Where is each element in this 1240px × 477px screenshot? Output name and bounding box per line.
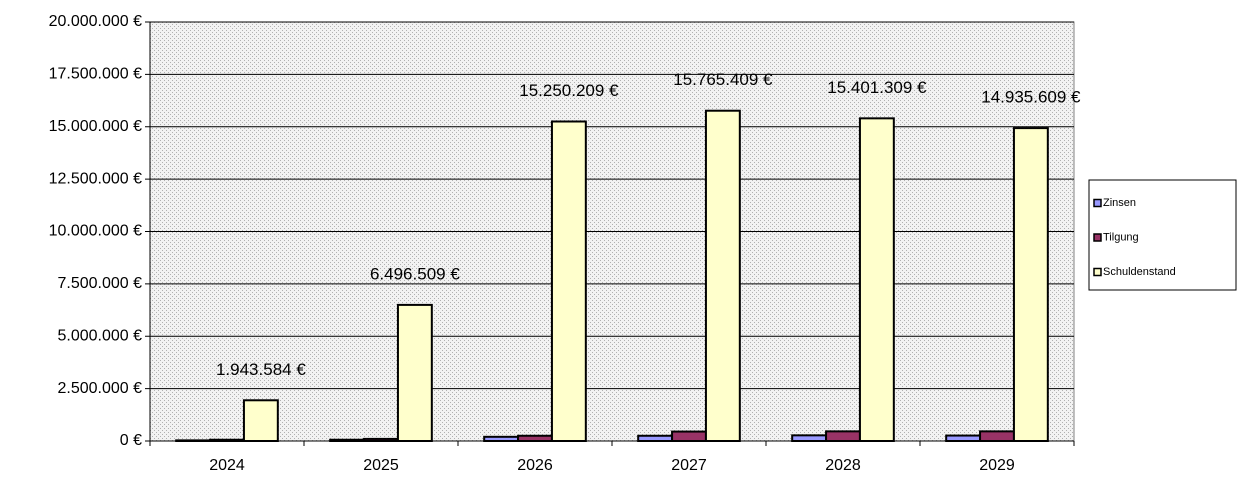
data-label: 15.765.409 €: [673, 70, 773, 89]
bar: [517, 434, 553, 443]
legend-label: Zinsen: [1103, 197, 1136, 209]
bar: [945, 434, 982, 443]
bar: [550, 120, 587, 442]
y-tick-label: 5.000.000 €: [57, 327, 142, 344]
bar: [671, 430, 707, 443]
bar: [637, 434, 674, 443]
legend-swatch: [1093, 233, 1102, 242]
x-tick-label: 2027: [671, 457, 707, 474]
bar: [1012, 127, 1049, 442]
legend-swatch: [1093, 267, 1102, 277]
y-tick-label: 10.000.000 €: [49, 223, 143, 240]
x-tick-label: 2028: [825, 457, 861, 474]
bar: [979, 430, 1015, 443]
data-label: 15.401.309 €: [827, 78, 927, 97]
y-tick-label: 2.500.000 €: [57, 380, 142, 397]
bar: [483, 435, 520, 442]
bar: [858, 117, 895, 442]
data-label: 1.943.584 €: [216, 360, 306, 379]
bar: [396, 303, 433, 442]
bar: [242, 399, 279, 443]
bar: [825, 430, 861, 443]
x-tick-label: 2025: [363, 457, 399, 474]
y-tick-label: 7.500.000 €: [57, 275, 142, 292]
data-label: 15.250.209 €: [519, 81, 619, 100]
y-tick-label: 12.500.000 €: [49, 170, 143, 187]
bar: [175, 439, 212, 442]
x-tick-label: 2024: [209, 457, 245, 474]
x-tick-label: 2029: [979, 457, 1015, 474]
data-label: 6.496.509 €: [370, 264, 460, 283]
legend-label: Tilgung: [1103, 231, 1139, 243]
y-tick-label: 20.000.000 €: [49, 13, 143, 30]
bar: [329, 438, 366, 443]
legend-swatch: [1093, 198, 1102, 208]
bar: [363, 437, 399, 442]
y-tick-label: 0 €: [120, 432, 142, 449]
x-tick-label: 2026: [517, 457, 553, 474]
data-label: 14.935.609 €: [981, 88, 1081, 107]
bar: [209, 438, 245, 443]
legend-label: Schuldenstand: [1103, 266, 1176, 278]
y-tick-label: 17.500.000 €: [49, 66, 143, 83]
bar: [791, 434, 828, 443]
legend: [1088, 179, 1237, 291]
y-tick-label: 15.000.000 €: [49, 118, 143, 135]
bar: [704, 109, 741, 442]
